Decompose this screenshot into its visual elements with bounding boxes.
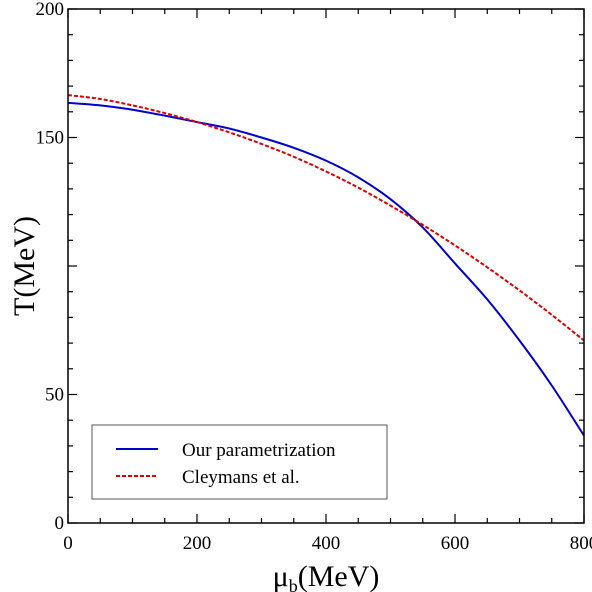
x-tick-label: 0 [63, 533, 73, 554]
legend-box [91, 424, 388, 500]
plot-frame [67, 8, 585, 524]
tick-labels: 0 200 400 600 800 0 50 150 200 [36, 0, 592, 554]
y-tick-label: 50 [45, 385, 64, 406]
x-axis-label-main: μ [273, 560, 289, 592]
x-axis-label: μb(MeV) [273, 560, 380, 592]
legend-label-cleymans: Cleymans et al. [182, 467, 300, 488]
legend: Our parametrization Cleymans et al. [91, 424, 388, 500]
x-tick-label: 200 [183, 533, 212, 554]
x-tick-label: 400 [312, 533, 341, 554]
x-tick-label: 600 [441, 533, 470, 554]
series-line-cleymans [67, 94, 585, 342]
series-line-our-parametrization [67, 101, 585, 437]
y-axis-label: T(MeV) [8, 216, 41, 316]
y-tick-label: 0 [55, 513, 65, 534]
x-tick-label: 800 [570, 533, 592, 554]
x-axis-label-sub: b [289, 576, 298, 592]
x-axis-label-unit: (MeV) [298, 560, 380, 592]
legend-label-our-parametrization: Our parametrization [182, 440, 336, 461]
y-tick-label: 150 [36, 128, 65, 149]
series-layer [67, 94, 585, 437]
y-tick-label: 200 [36, 0, 65, 20]
